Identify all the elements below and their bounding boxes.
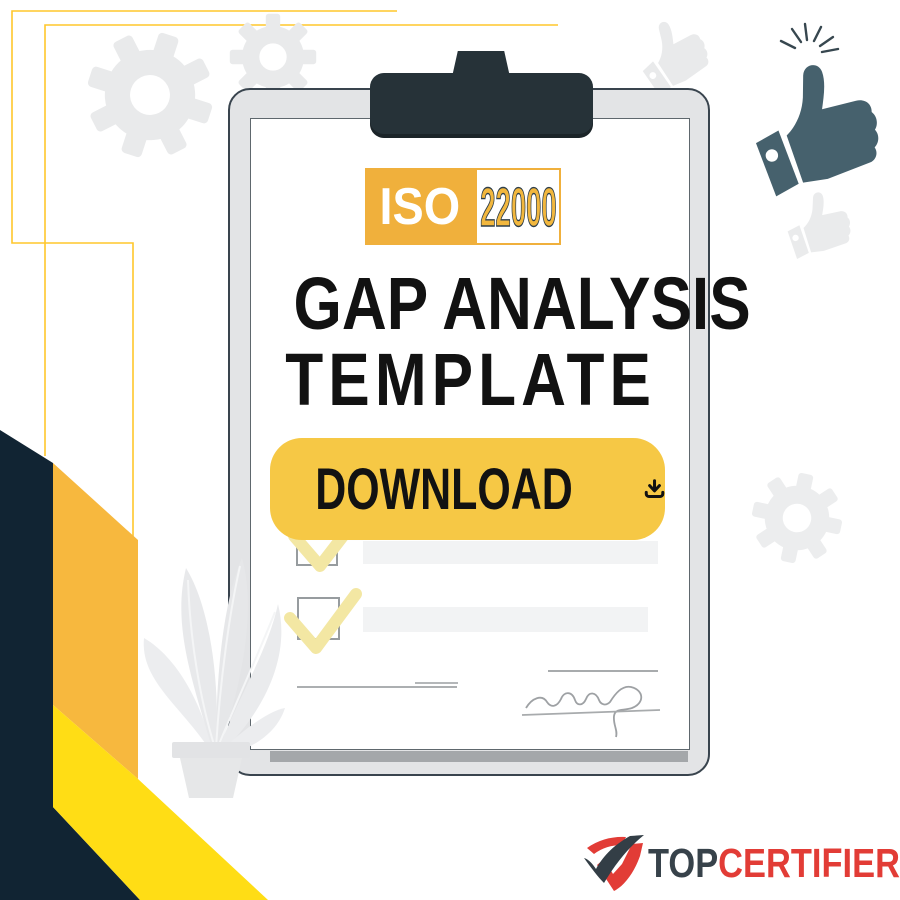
iso-badge-standard-label: ISO: [379, 177, 461, 236]
thumbs-up-icon: [740, 53, 889, 198]
iso-badge: ISO 22000: [365, 168, 561, 245]
title-line-1: GAP ANALYSIS: [293, 262, 751, 345]
download-icon: [644, 479, 665, 499]
plant-icon: [143, 558, 285, 798]
brand-logo-top: TOP: [648, 839, 719, 886]
gear-icon: [743, 464, 851, 572]
thumbs-up-icon: [626, 9, 717, 99]
frame-line-inner: [44, 24, 558, 456]
brand-logo[interactable]: TOP CERTIFIER: [582, 834, 900, 892]
text-placeholder-bar: [363, 541, 658, 564]
page-title: GAP ANALYSIS TEMPLATE: [250, 262, 751, 421]
text-placeholder-bar: [363, 607, 648, 632]
thumbs-up-icon: [781, 187, 856, 260]
brand-logo-certifier: CERTIFIER: [718, 839, 900, 886]
frame-line-outer: [11, 10, 397, 538]
signature-scribble: [521, 670, 661, 738]
title-line-2: TEMPLATE: [285, 338, 656, 421]
iso-badge-number: 22000: [475, 168, 561, 245]
iso-badge-number-label: 22000: [479, 175, 557, 238]
paper-bottom-shadow: [270, 751, 688, 762]
clip-knob: [452, 51, 510, 77]
click-rays-icon: [779, 22, 840, 54]
shield-check-icon: [584, 835, 644, 891]
gear-icon: [70, 15, 230, 175]
amber-ribbon-shape: [53, 463, 138, 779]
signature-dash: [415, 682, 458, 684]
clip-bar: [370, 73, 593, 138]
iso-badge-standard: ISO: [365, 168, 475, 245]
brand-logo-text: TOP CERTIFIER: [648, 840, 900, 887]
download-button[interactable]: DOWNLOAD: [270, 438, 665, 540]
yellow-ribbon-shape: [53, 705, 268, 900]
download-button-label: DOWNLOAD: [315, 456, 573, 522]
navy-corner-shape: [0, 430, 140, 900]
signature-line: [297, 686, 457, 688]
checkbox-checked-icon: [284, 588, 362, 654]
